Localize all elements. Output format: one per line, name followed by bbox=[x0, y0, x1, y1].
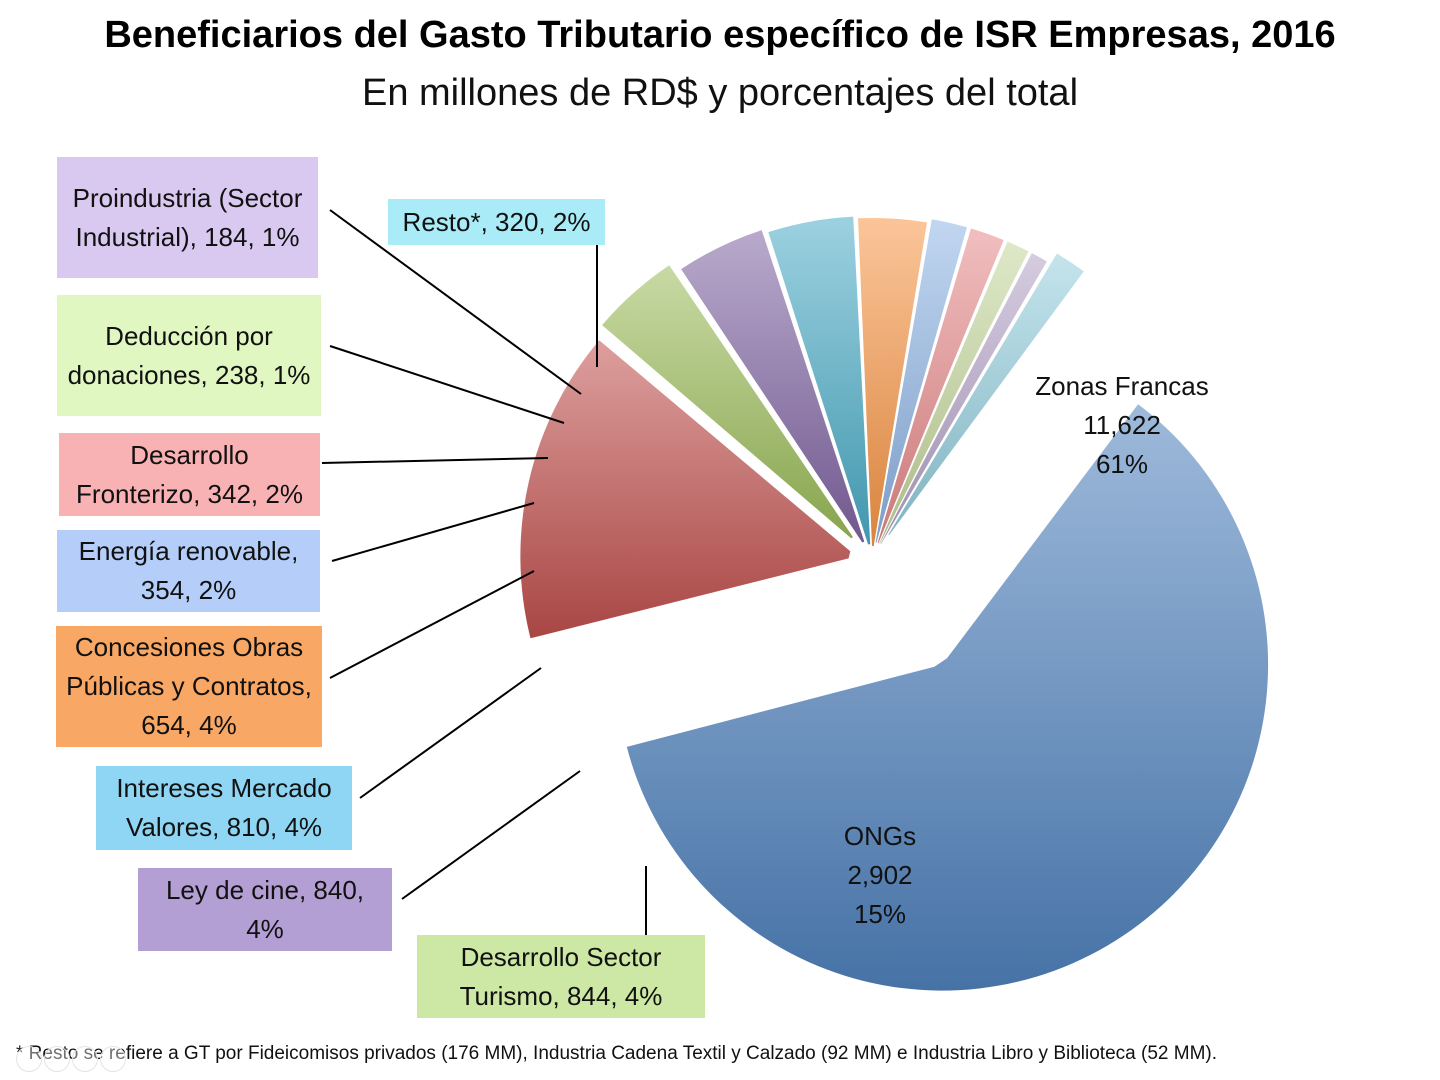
data-label-concesiones: Concesiones Obras Públicas y Contratos, … bbox=[56, 626, 322, 747]
leader-line-cine bbox=[401, 770, 581, 900]
leader-line-valores bbox=[359, 667, 542, 799]
pie-slice-zonas bbox=[626, 404, 1269, 991]
pie-slice-turismo bbox=[602, 265, 853, 539]
pie-slice-proindustria bbox=[880, 253, 1047, 545]
pie-slice-ongs bbox=[520, 340, 851, 639]
leader-line-energia bbox=[331, 502, 535, 562]
chart-subtitle: En millones de RD$ y porcentajes del tot… bbox=[361, 72, 1079, 114]
data-label-resto: Resto*, 320, 2% bbox=[388, 199, 605, 245]
chart-title: Beneficiarios del Gasto Tributario espec… bbox=[104, 14, 1336, 56]
data-label-ongs: ONGs 2,902 15% bbox=[843, 821, 917, 929]
pie-slice-valores bbox=[768, 216, 871, 545]
leader-line-fronterizo bbox=[321, 457, 549, 464]
data-label-valores: Intereses Mercado Valores, 810, 4% bbox=[96, 766, 352, 850]
previous-slide-button[interactable] bbox=[16, 1046, 42, 1072]
pen-tool-button[interactable] bbox=[72, 1046, 98, 1072]
data-label-zonas: Zonas Francas 11,622 61% bbox=[1035, 371, 1209, 479]
pie-slice-resto bbox=[888, 253, 1084, 536]
leader-line-donaciones bbox=[329, 345, 565, 424]
next-slide-button[interactable] bbox=[44, 1046, 70, 1072]
data-label-cine: Ley de cine, 840, 4% bbox=[138, 868, 392, 951]
data-label-proindustria: Proindustria (Sector Industrial), 184, 1… bbox=[57, 157, 318, 278]
pie-slice-energia bbox=[875, 219, 967, 543]
data-label-donaciones: Deducción por donaciones, 238, 1% bbox=[57, 295, 321, 416]
pie-slice-fronterizo bbox=[877, 228, 1004, 544]
data-label-turismo: Desarrollo Sector Turismo, 844, 4% bbox=[417, 935, 705, 1018]
pie-slice-cine bbox=[681, 230, 865, 543]
leader-line-proindustria bbox=[329, 209, 582, 395]
pie-slice-donaciones bbox=[879, 241, 1029, 544]
footnote: * Resto se refiere a GT por Fideicomisos… bbox=[16, 1043, 1217, 1064]
pie-slice-concesiones bbox=[858, 218, 927, 547]
data-label-energia: Energía renovable, 354, 2% bbox=[57, 530, 320, 612]
slides-overview-button[interactable] bbox=[100, 1046, 126, 1072]
leader-line-concesiones bbox=[329, 570, 535, 679]
data-label-fronterizo: Desarrollo Fronterizo, 342, 2% bbox=[59, 433, 320, 516]
